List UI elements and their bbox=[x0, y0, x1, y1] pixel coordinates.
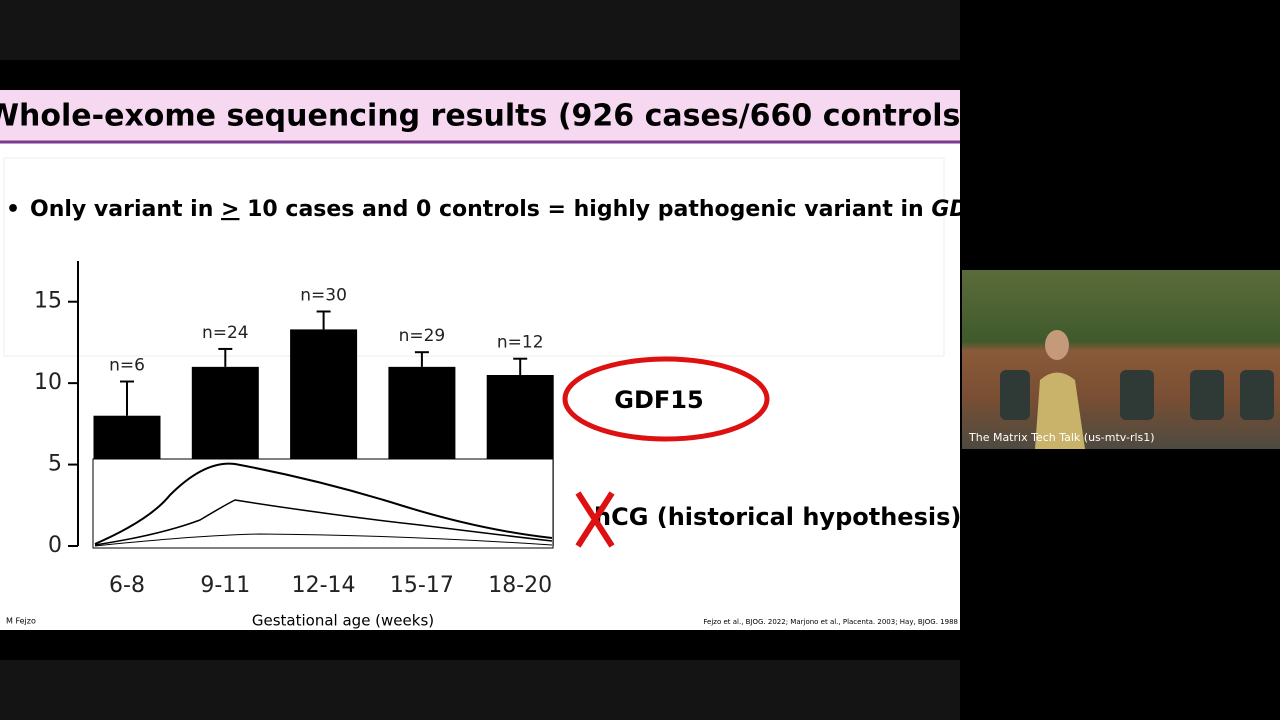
x-axis-label: Gestational age (weeks) bbox=[252, 612, 434, 630]
video-feed bbox=[962, 270, 1280, 449]
y-tick-label: 15 bbox=[34, 289, 62, 314]
hcg-label: hCG (historical hypothesis) bbox=[594, 503, 961, 531]
video-tile: The Matrix Tech Talk (us-mtv-rls1) bbox=[962, 270, 1280, 449]
hcg-curve bbox=[94, 499, 553, 546]
top-bar bbox=[0, 0, 960, 60]
content-frame bbox=[3, 157, 945, 357]
author: M Fejzo bbox=[6, 617, 36, 626]
highlight-ellipse bbox=[562, 356, 770, 442]
hcg-curve bbox=[94, 462, 553, 545]
bullet-text: Only variant in bbox=[30, 197, 221, 222]
y-tick-label: 5 bbox=[48, 452, 62, 477]
slide: Whole-exome sequencing results (926 case… bbox=[0, 90, 1013, 630]
n-label: n=12 bbox=[497, 333, 544, 353]
gdf15-label: GDF15 bbox=[614, 386, 703, 414]
bullet-text: 10 cases and 0 controls = highly pathoge… bbox=[239, 197, 931, 222]
bullet-gene: GDF15 bbox=[931, 197, 1013, 222]
n-label: n=29 bbox=[399, 326, 446, 346]
person-head bbox=[1045, 330, 1069, 360]
slide-title: Whole-exome sequencing results (926 case… bbox=[0, 99, 974, 134]
bottom-bar bbox=[0, 660, 960, 720]
n-label: n=24 bbox=[202, 323, 249, 343]
bullet-symbol: > bbox=[221, 197, 239, 222]
chart: 0 5 10 15 n=6 6-8 n=24 9-11 n=30 12-14 n=29 15-17 n=… bbox=[34, 261, 554, 630]
video-label: The Matrix Tech Talk (us-mtv-rls1) bbox=[968, 431, 1155, 444]
x-tick-label: 15-17 bbox=[390, 573, 454, 598]
cross-mark bbox=[575, 491, 615, 548]
person-body bbox=[1035, 372, 1085, 449]
n-label: n=6 bbox=[109, 356, 145, 376]
citation: Fejzo et al., BJOG. 2022; Marjono et al.… bbox=[703, 618, 958, 626]
n-label: n=30 bbox=[300, 285, 347, 305]
y-tick-label: 10 bbox=[34, 370, 62, 395]
x-tick-label: 6-8 bbox=[109, 573, 145, 598]
x-tick-label: 18-20 bbox=[488, 573, 552, 598]
bullet-dot: • bbox=[6, 197, 20, 222]
y-tick-label: 0 bbox=[48, 533, 62, 558]
hcg-inset bbox=[92, 458, 554, 549]
chairs bbox=[1000, 370, 1274, 420]
bullet: Only variant in > 10 cases and 0 control… bbox=[30, 197, 1013, 222]
x-tick-label: 9-11 bbox=[200, 573, 250, 598]
title-band bbox=[0, 90, 960, 142]
hcg-curve bbox=[94, 533, 553, 547]
x-tick-label: 12-14 bbox=[292, 573, 356, 598]
